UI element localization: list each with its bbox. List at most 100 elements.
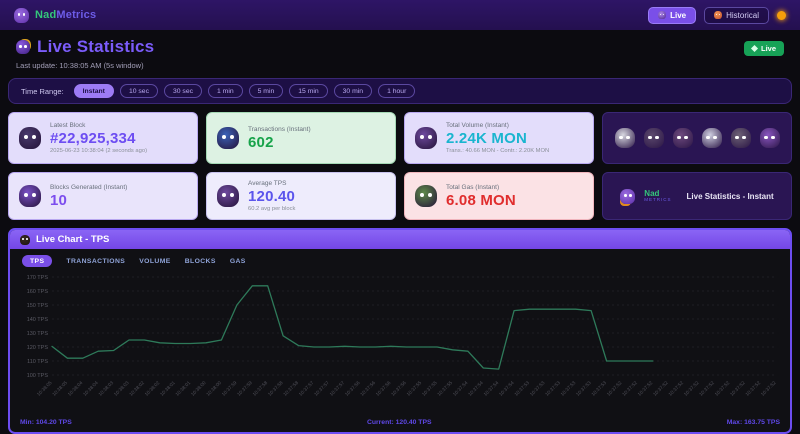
- svg-text:10:37:52: 10:37:52: [698, 380, 716, 398]
- historical-mode-icon: [714, 11, 723, 19]
- live-status-badge: Live: [743, 41, 784, 56]
- gas-mascot-card: Total Gas (Instant) 6.08 MON: [404, 172, 594, 220]
- time-range-pill-1-hour[interactable]: 1 hour: [378, 84, 416, 98]
- svg-text:10:38:03: 10:38:03: [98, 380, 116, 398]
- chart-min-stat: Min: 104.20 TPS: [20, 419, 72, 426]
- mascot-sprite-icon-3: [672, 128, 693, 148]
- svg-text:10:38:00: 10:38:00: [190, 380, 208, 398]
- time-range-pill-10-sec[interactable]: 10 sec: [119, 84, 158, 98]
- sparkle-icon: [750, 44, 759, 53]
- svg-text:10:37:58: 10:37:58: [282, 380, 300, 398]
- stat-label: Latest Block: [50, 122, 86, 129]
- nadmetrics-logo-icon: [14, 7, 29, 23]
- top-bar: NadMetrics Live Historical: [0, 0, 800, 30]
- svg-text:170 TPS: 170 TPS: [27, 275, 49, 281]
- svg-text:10:38:00: 10:38:00: [205, 380, 223, 398]
- live-mode-icon: [658, 11, 667, 19]
- stat-subtitle: Trans.: 40.66 MON - Contr.: 2.20K MON: [446, 148, 550, 154]
- svg-text:10:38:05: 10:38:05: [36, 380, 54, 398]
- stat-label: Total Volume (Instant): [446, 122, 509, 129]
- svg-text:10:37:59: 10:37:59: [236, 380, 254, 398]
- theme-toggle-sun-icon[interactable]: [777, 10, 786, 20]
- svg-text:10:37:52: 10:37:52: [606, 380, 624, 398]
- svg-text:10:37:55: 10:37:55: [421, 380, 439, 398]
- svg-text:10:37:58: 10:37:58: [267, 380, 285, 398]
- mascot-sprite-icon-4: [701, 128, 722, 148]
- mascots-card: [602, 112, 792, 164]
- svg-text:10:37:52: 10:37:52: [760, 380, 778, 398]
- chart-tab-blocks[interactable]: BLOCKS: [184, 257, 216, 265]
- svg-text:10:37:54: 10:37:54: [467, 380, 485, 398]
- latest-block-mascot-card: Latest Block #22,925,334 2025-06-23 10:38:…: [8, 112, 198, 164]
- svg-text:10:37:55: 10:37:55: [406, 380, 424, 398]
- svg-text:10:37:55: 10:37:55: [436, 380, 454, 398]
- svg-text:10:38:03: 10:38:03: [113, 380, 131, 398]
- volume-mascot-card: Total Volume (Instant) 2.24K MON Trans.: 4…: [404, 112, 594, 164]
- svg-text:10:37:56: 10:37:56: [375, 380, 393, 398]
- volume-mascot-icon: [415, 127, 437, 149]
- svg-text:100 TPS: 100 TPS: [27, 373, 49, 379]
- mascot-sprite-icon-6: [759, 128, 780, 148]
- svg-text:10:37:52: 10:37:52: [729, 380, 747, 398]
- svg-text:10:37:57: 10:37:57: [298, 380, 316, 398]
- chart-title: Live Chart - TPS: [36, 234, 110, 245]
- brand-logo[interactable]: NadMetrics: [14, 7, 96, 23]
- chart-tab-volume[interactable]: VOLUME: [139, 257, 171, 265]
- historical-mode-button[interactable]: Historical: [704, 6, 769, 24]
- average-tps-mascot-card: Average TPS 120.40 60.2 avg per block: [206, 172, 396, 220]
- stat-label: Average TPS: [248, 180, 287, 187]
- svg-text:10:37:52: 10:37:52: [668, 380, 686, 398]
- time-range-pill-30-sec[interactable]: 30 sec: [163, 84, 202, 98]
- page-title: Live Statistics: [37, 37, 155, 56]
- svg-text:10:37:54: 10:37:54: [498, 380, 516, 398]
- stat-subtitle: 60.2 avg per block: [248, 206, 296, 212]
- stat-value: #22,925,334: [50, 130, 136, 147]
- stat-label: Transactions (Instant): [248, 125, 311, 133]
- svg-text:10:37:56: 10:37:56: [390, 380, 408, 398]
- live-mode-label: Live: [670, 10, 687, 20]
- svg-text:10:37:52: 10:37:52: [714, 380, 732, 398]
- branding-nad: Nad: [644, 188, 660, 198]
- time-range-bar: Time Range: Instant 10 sec 30 sec 1 min 5 mi…: [8, 78, 792, 104]
- svg-text:10:37:58: 10:37:58: [252, 380, 270, 398]
- svg-text:10:37:57: 10:37:57: [313, 380, 331, 398]
- svg-text:10:37:53: 10:37:53: [575, 380, 593, 398]
- chart-tabs: TPS TRANSACTIONS VOLUME BLOCKS GAS: [10, 249, 790, 269]
- time-range-pill-30-min[interactable]: 30 min: [333, 84, 373, 98]
- svg-text:10:37:56: 10:37:56: [359, 380, 377, 398]
- mascot-sprite-icon-5: [730, 128, 751, 148]
- mascot-sprite-icon-1: [614, 128, 635, 148]
- time-range-pill-15-min[interactable]: 15 min: [289, 84, 328, 98]
- svg-text:10:37:53: 10:37:53: [591, 380, 609, 398]
- svg-text:10:37:52: 10:37:52: [621, 380, 639, 398]
- chart-tab-gas[interactable]: GAS: [229, 257, 246, 265]
- time-range-pill-instant[interactable]: Instant: [73, 84, 114, 98]
- stat-value: 120.40: [248, 188, 296, 205]
- historical-mode-label: Historical: [726, 10, 759, 20]
- svg-text:10:37:53: 10:37:53: [529, 380, 547, 398]
- live-mode-button[interactable]: Live: [648, 6, 697, 24]
- svg-text:150 TPS: 150 TPS: [27, 303, 49, 309]
- svg-text:10:37:53: 10:37:53: [544, 380, 562, 398]
- latest-block-mascot-icon: [19, 127, 41, 149]
- page-title-mascot-icon: [16, 40, 30, 54]
- svg-text:10:37:54: 10:37:54: [483, 380, 501, 398]
- time-range-pill-1-min[interactable]: 1 min: [208, 84, 243, 98]
- stat-value: 6.08 MON: [446, 191, 516, 209]
- stat-value: 10: [50, 191, 68, 209]
- chart-current-stat: Current: 120.40 TPS: [366, 419, 432, 426]
- chart-stats-bar: Min: 104.20 TPS Current: 120.40 TPS Max:…: [10, 416, 790, 432]
- chart-tab-transactions[interactable]: TRANSACTIONS: [66, 257, 126, 265]
- svg-text:10:38:05: 10:38:05: [51, 380, 69, 398]
- blocks-spider-card: Blocks Generated (Instant) 10: [8, 172, 198, 220]
- average-tps-mascot-icon: [217, 185, 239, 207]
- time-range-label: Time Range:: [21, 86, 64, 96]
- stat-cards-row-2: Blocks Generated (Instant) 10 Average TPS…: [8, 172, 792, 220]
- branding-metrics: Metrics: [644, 196, 672, 202]
- svg-text:10:38:04: 10:38:04: [82, 380, 100, 398]
- time-range-pill-5-min[interactable]: 5 min: [248, 84, 284, 98]
- svg-text:10:38:02: 10:38:02: [144, 380, 162, 398]
- stat-value: 2.24K MON: [446, 130, 527, 147]
- chart-tab-tps[interactable]: TPS: [22, 255, 53, 267]
- branding-card: Nad Metrics Live Statistics - Instant: [602, 172, 792, 220]
